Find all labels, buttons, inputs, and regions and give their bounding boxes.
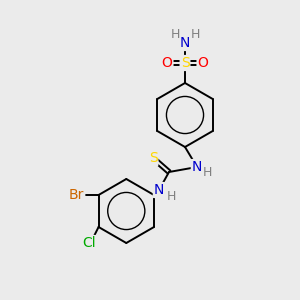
Text: N: N: [180, 36, 190, 50]
Text: O: O: [162, 56, 172, 70]
Text: Cl: Cl: [82, 236, 95, 250]
Text: S: S: [181, 56, 189, 70]
Text: H: H: [166, 190, 176, 202]
Text: H: H: [190, 28, 200, 41]
Text: O: O: [198, 56, 208, 70]
Text: N: N: [192, 160, 202, 174]
Text: H: H: [170, 28, 180, 41]
Text: N: N: [154, 183, 164, 197]
Text: Br: Br: [69, 188, 84, 202]
Text: S: S: [148, 151, 158, 165]
Text: H: H: [202, 166, 212, 178]
